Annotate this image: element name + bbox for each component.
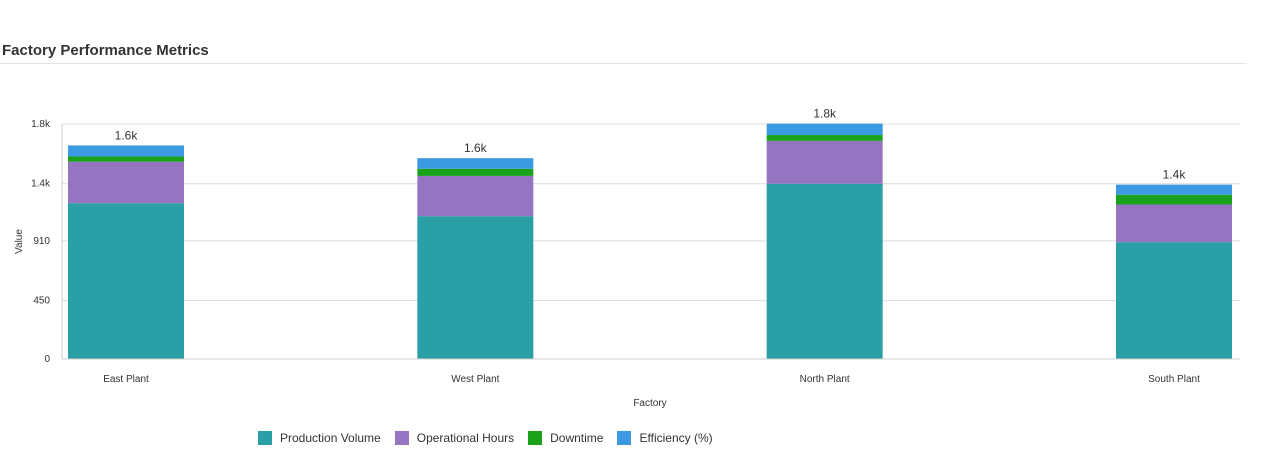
legend-item[interactable]: Downtime — [528, 431, 603, 445]
total-label: 1.6k — [464, 141, 488, 155]
legend-label: Production Volume — [280, 431, 381, 445]
legend-label: Operational Hours — [416, 431, 515, 445]
bar-downtime-east-plant[interactable] — [68, 156, 184, 162]
legend-swatch — [394, 431, 409, 445]
legend-swatch — [617, 431, 632, 445]
x-axis-title: Factory — [633, 398, 666, 409]
legend-swatch — [258, 431, 272, 445]
bar-operational-hours-east-plant[interactable] — [68, 161, 184, 204]
bar-efficiency-north-plant[interactable] — [766, 123, 883, 136]
bar-efficiency-east-plant[interactable] — [68, 145, 184, 157]
bar-production-volume-north-plant[interactable] — [766, 183, 883, 359]
axes: 0 450 910 1.4k 1.8k East Plant West Plant North… — [14, 119, 1240, 409]
total-label: 1.4k — [1163, 168, 1187, 182]
bar-operational-hours-north-plant[interactable] — [766, 140, 883, 184]
bar-downtime-north-plant[interactable] — [766, 135, 883, 141]
x-tick-label: South Plant — [1148, 374, 1200, 385]
x-tick-label: West Plant — [451, 374, 499, 385]
bar-downtime-west-plant[interactable] — [417, 168, 534, 176]
legend-item[interactable]: Operational Hours — [394, 431, 515, 445]
x-tick-label: North Plant — [800, 374, 850, 385]
total-label: 1.6k — [115, 128, 139, 142]
title-divider — [0, 63, 1247, 64]
y-tick-label: 0 — [44, 354, 50, 365]
y-tick-label: 910 — [33, 236, 50, 247]
bar-efficiency-south-plant[interactable] — [1116, 184, 1232, 195]
grid-lines — [62, 123, 1240, 360]
bar-downtime-south-plant[interactable] — [1116, 194, 1232, 205]
bar-production-volume-east-plant[interactable] — [68, 203, 184, 359]
legend-label: Efficiency (%) — [639, 431, 713, 445]
bar-production-volume-west-plant[interactable] — [417, 216, 534, 359]
x-tick-label: East Plant — [103, 374, 149, 385]
chart-title: Factory Performance Metrics — [2, 42, 209, 59]
bar-operational-hours-south-plant[interactable] — [1116, 204, 1232, 243]
bar-production-volume-south-plant[interactable] — [1116, 242, 1232, 359]
legend-swatch — [528, 431, 543, 445]
labels: 1.6k 1.6k 1.8k 1.4k — [115, 107, 1187, 182]
legend-item[interactable]: Production Volume — [258, 431, 381, 445]
y-axis-title: Value — [14, 229, 25, 254]
total-label: 1.8k — [813, 107, 837, 121]
bars — [68, 123, 1232, 359]
legend-label: Downtime — [550, 431, 604, 445]
legend-item[interactable]: Efficiency (%) — [617, 431, 713, 445]
y-tick-label: 450 — [33, 296, 50, 307]
y-tick-label: 1.8k — [31, 119, 51, 130]
legend: Production Volume Operational Hours Downti… — [258, 431, 727, 445]
bar-operational-hours-west-plant[interactable] — [417, 175, 534, 217]
y-tick-label: 1.4k — [31, 179, 51, 190]
bar-efficiency-west-plant[interactable] — [417, 158, 534, 169]
